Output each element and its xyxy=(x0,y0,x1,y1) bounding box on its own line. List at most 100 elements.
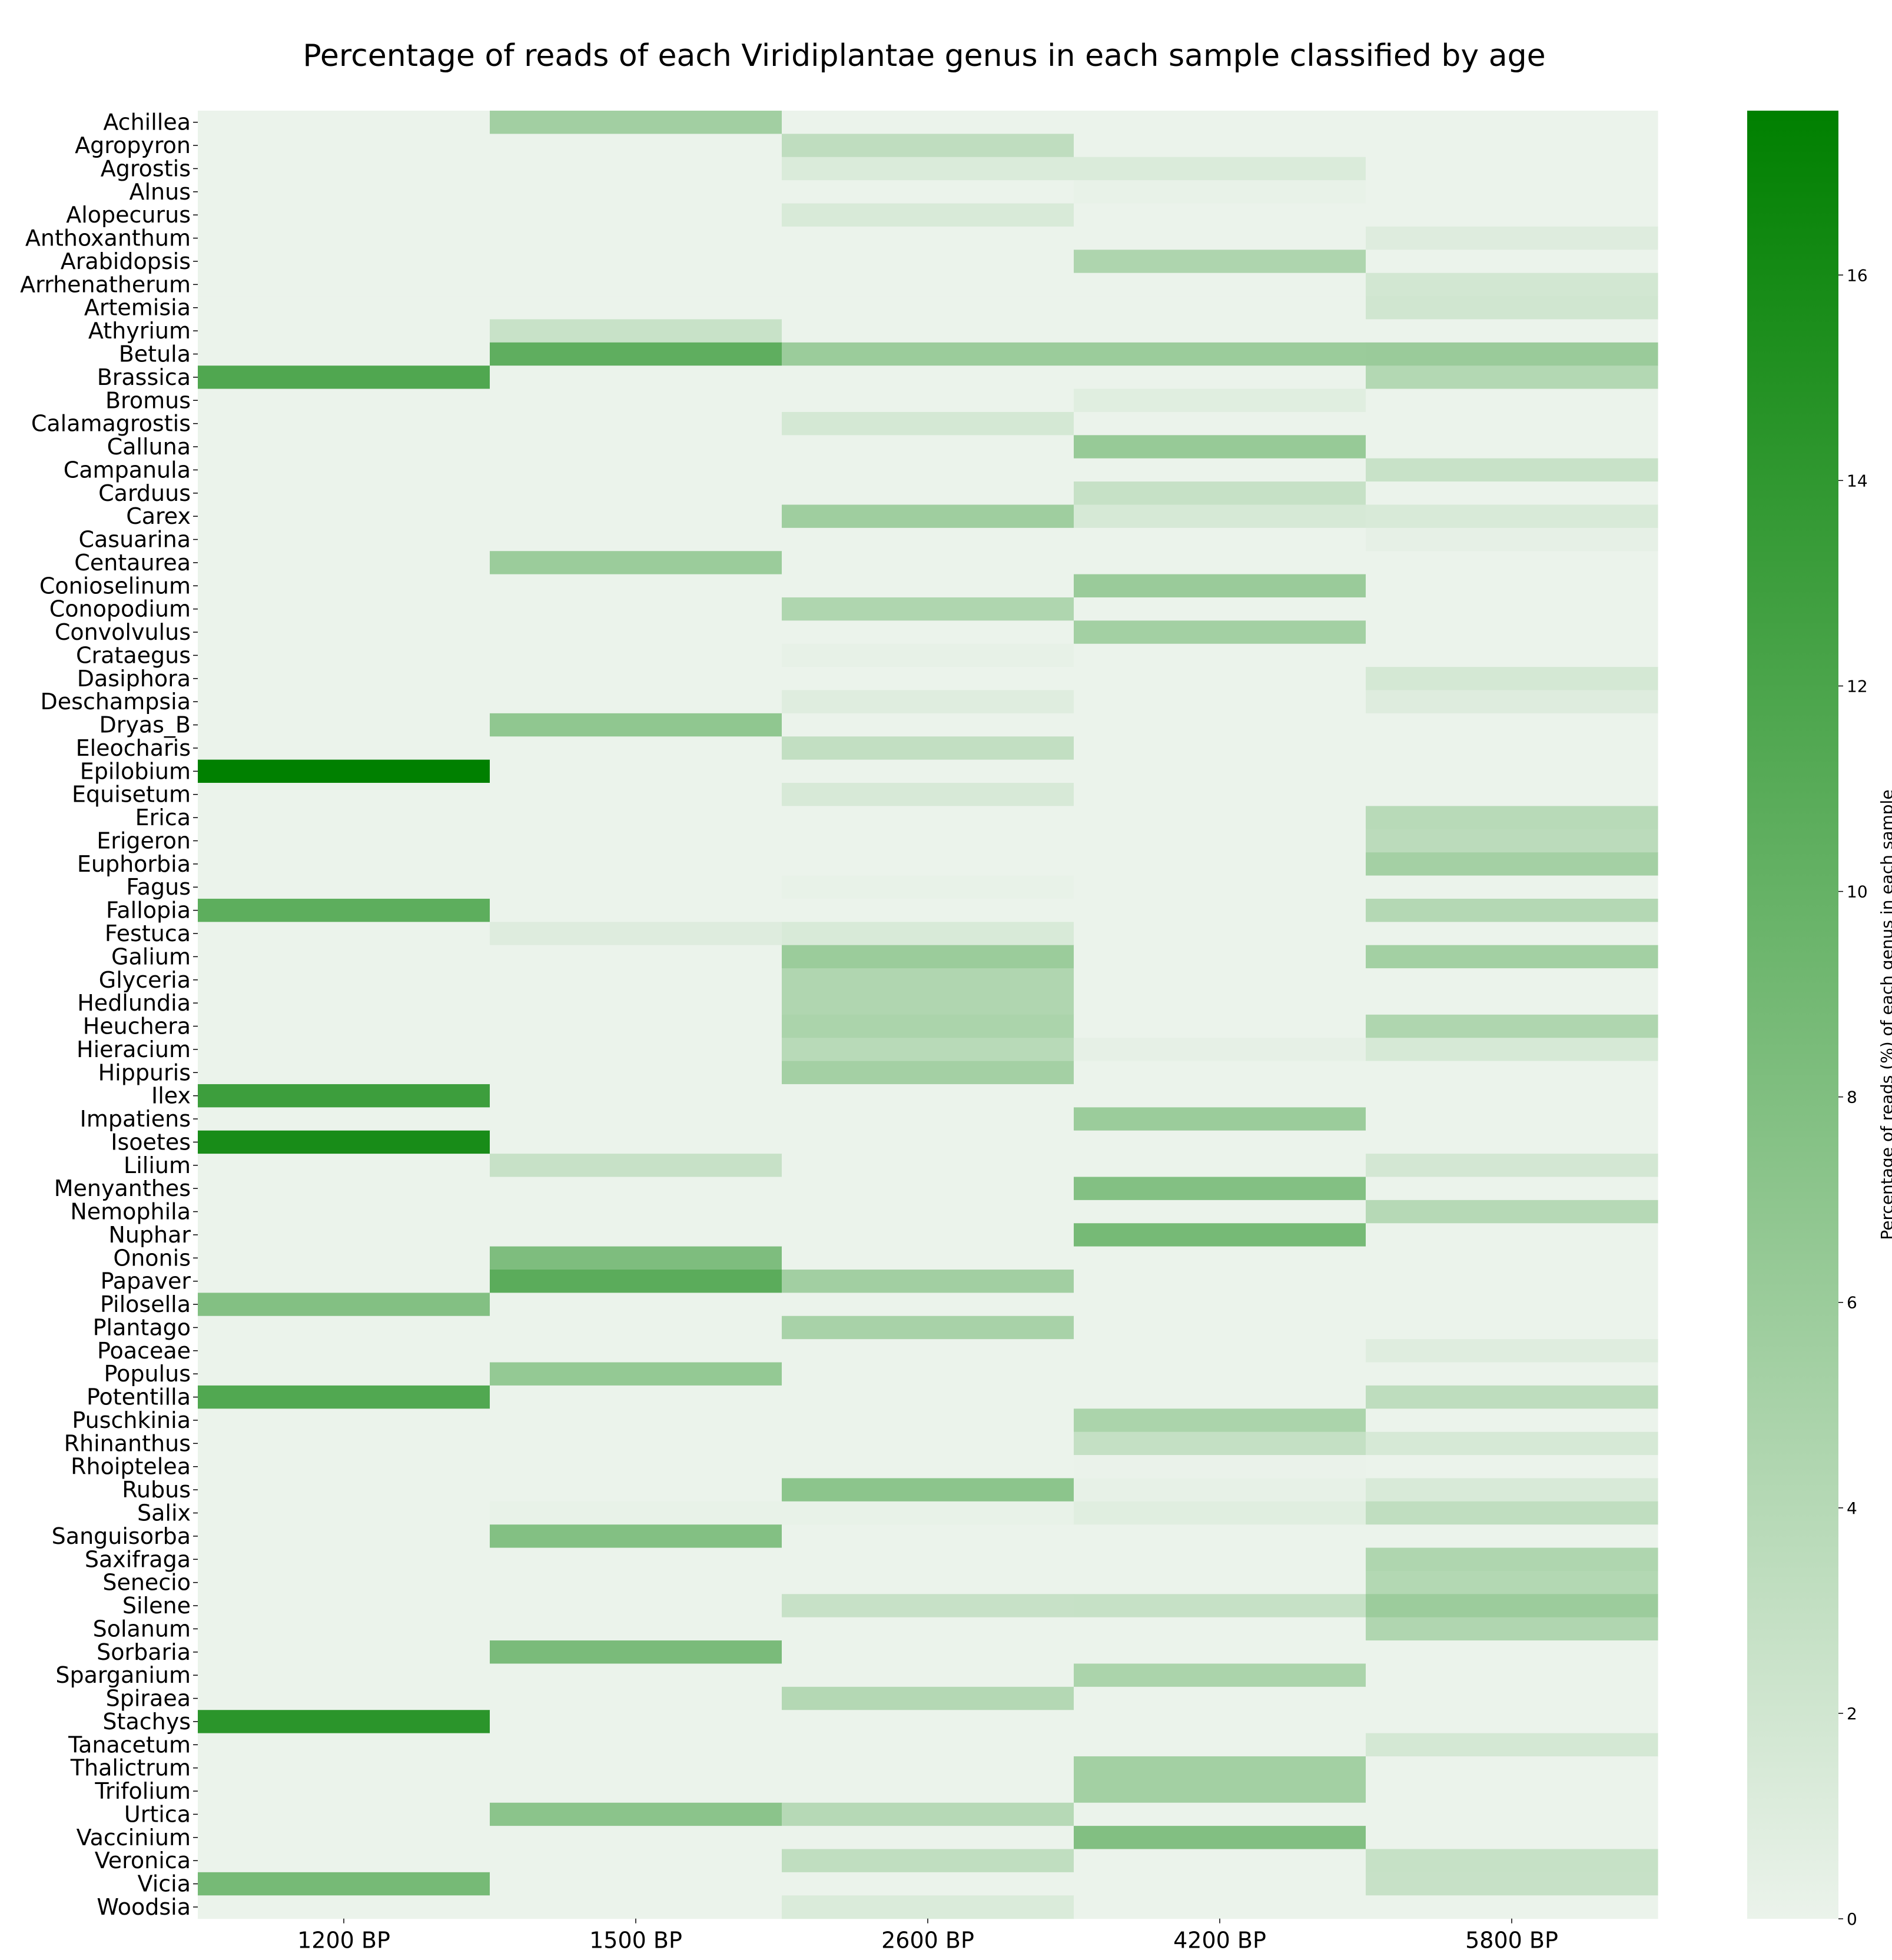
heatmap-cell xyxy=(1366,319,1658,343)
heatmap-cell xyxy=(782,342,1074,366)
heatmap-cell xyxy=(1366,852,1658,876)
y-tick-label: Erigeron xyxy=(97,828,191,853)
heatmap-cell xyxy=(1366,134,1658,158)
heatmap-cell xyxy=(490,574,782,598)
heatmap-cell xyxy=(782,411,1074,436)
heatmap-cell xyxy=(1366,527,1658,552)
heatmap-cell xyxy=(1366,736,1658,760)
heatmap-cell xyxy=(198,574,490,598)
heatmap-cell xyxy=(1074,898,1366,922)
heatmap-cell xyxy=(198,342,490,366)
heatmap-cell xyxy=(490,1177,782,1201)
heatmap-cell xyxy=(490,1826,782,1850)
heatmap-cell xyxy=(1074,504,1366,529)
heatmap-cell xyxy=(782,1223,1074,1247)
y-axis-ticks: AchilleaAgropyronAgrostisAlnusAlopecurus… xyxy=(20,109,198,1920)
heatmap-cell xyxy=(198,991,490,1015)
heatmap-cell xyxy=(782,527,1074,552)
heatmap-cell xyxy=(490,620,782,645)
heatmap-cell xyxy=(782,759,1074,783)
heatmap-cell xyxy=(1366,1154,1658,1178)
y-tick-label: Saxifraga xyxy=(85,1546,191,1572)
heatmap-cell xyxy=(1366,1246,1658,1270)
heatmap-cell xyxy=(490,458,782,482)
heatmap-cell xyxy=(490,1501,782,1525)
colorbar-tick-label: 4 xyxy=(1847,1499,1857,1518)
heatmap-cell xyxy=(490,1455,782,1479)
heatmap-cell xyxy=(782,1570,1074,1594)
heatmap-cell xyxy=(198,783,490,806)
heatmap-cell xyxy=(1074,991,1366,1015)
heatmap-cell xyxy=(1366,1849,1658,1873)
y-tick-label: Dasiphora xyxy=(77,666,191,692)
heatmap-cell xyxy=(490,1733,782,1757)
heatmap-cell xyxy=(198,203,490,227)
heatmap-cell xyxy=(782,1084,1074,1108)
heatmap-cell xyxy=(782,1270,1074,1293)
heatmap-cell xyxy=(1074,1315,1366,1340)
heatmap-cell xyxy=(490,1362,782,1386)
y-tick-label: Eleocharis xyxy=(76,735,191,761)
heatmap-cell xyxy=(1074,1756,1366,1780)
heatmap-cell xyxy=(782,1779,1074,1803)
heatmap-cell xyxy=(782,1478,1074,1502)
heatmap-cell xyxy=(198,620,490,645)
heatmap-cell xyxy=(782,1663,1074,1687)
heatmap-cell xyxy=(1366,1640,1658,1665)
heatmap-cell xyxy=(1366,991,1658,1015)
heatmap-cell xyxy=(1074,643,1366,667)
heatmap-cell xyxy=(490,991,782,1015)
y-tick-label: Dryas_B xyxy=(99,712,191,738)
heatmap-cell xyxy=(1366,226,1658,250)
y-tick-label: Anthoxanthum xyxy=(25,225,191,251)
y-tick-label: Silene xyxy=(122,1593,191,1619)
heatmap-cell xyxy=(1366,1872,1658,1896)
y-tick-label: Artemisia xyxy=(84,295,191,321)
heatmap-cell xyxy=(782,1200,1074,1224)
heatmap-cell xyxy=(782,435,1074,459)
heatmap-cell xyxy=(198,1524,490,1549)
heatmap-cell xyxy=(198,1872,490,1896)
heatmap-cell xyxy=(490,319,782,343)
heatmap-cell xyxy=(782,968,1074,992)
y-tick-label: Epilobium xyxy=(80,758,191,784)
heatmap-cell xyxy=(490,1640,782,1665)
y-tick-label: Stachys xyxy=(102,1709,191,1735)
heatmap-cell xyxy=(1366,1061,1658,1085)
heatmap-cell xyxy=(198,527,490,552)
heatmap-cell xyxy=(782,597,1074,621)
y-tick-label: Solanum xyxy=(93,1616,191,1642)
heatmap-cell xyxy=(198,1084,490,1108)
heatmap-cell xyxy=(490,1663,782,1687)
heatmap-cell xyxy=(1366,1385,1658,1409)
y-tick-label: Conioselinum xyxy=(39,573,191,599)
heatmap-cell xyxy=(490,1478,782,1502)
heatmap-cell xyxy=(490,1014,782,1038)
heatmap-cell xyxy=(1366,1293,1658,1317)
heatmap-cell xyxy=(1074,620,1366,645)
heatmap-cell xyxy=(490,1872,782,1896)
heatmap-cell xyxy=(782,1130,1074,1154)
y-tick-label: Calamagrostis xyxy=(31,411,191,437)
heatmap-cell xyxy=(1366,829,1658,853)
heatmap-cell xyxy=(490,250,782,274)
heatmap-cell xyxy=(490,1293,782,1317)
heatmap-cell xyxy=(490,597,782,621)
y-tick-label: Convolvulus xyxy=(55,619,191,645)
heatmap-cell xyxy=(1074,1130,1366,1154)
heatmap-cell xyxy=(198,1061,490,1085)
heatmap-cell xyxy=(782,1408,1074,1433)
heatmap-cell xyxy=(490,1223,782,1247)
heatmap-cell xyxy=(1074,1293,1366,1317)
heatmap-cell xyxy=(490,875,782,899)
heatmap-cell xyxy=(1074,1849,1366,1873)
heatmap-cell xyxy=(490,111,782,134)
heatmap-cell xyxy=(1366,1779,1658,1803)
heatmap-cell xyxy=(490,1570,782,1594)
y-tick-label: Nuphar xyxy=(108,1222,191,1248)
heatmap-cell xyxy=(1074,736,1366,760)
heatmap-cell xyxy=(1074,1802,1366,1826)
heatmap-cell xyxy=(490,273,782,297)
heatmap-cell xyxy=(198,1107,490,1131)
heatmap-cell xyxy=(198,319,490,343)
